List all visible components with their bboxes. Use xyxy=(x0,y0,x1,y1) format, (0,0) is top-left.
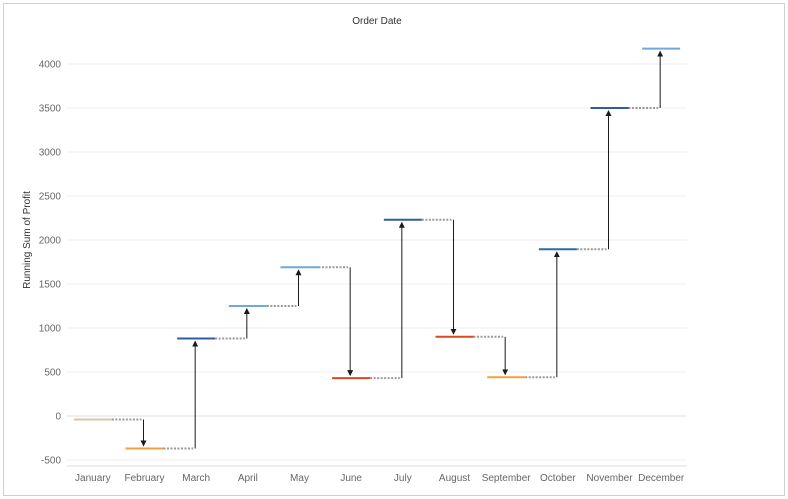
gridlines xyxy=(67,63,687,461)
running-sum-bars xyxy=(73,47,681,450)
x-tick-label: December xyxy=(638,473,685,484)
x-tick-label: November xyxy=(586,473,633,484)
y-tick-label: 3500 xyxy=(39,104,62,115)
x-tick-label: July xyxy=(394,473,412,484)
x-tick-label: January xyxy=(75,473,111,484)
x-tick-label: June xyxy=(340,473,362,484)
y-axis-ticks: -500 0 500 1000 1500 2000 2500 3000 3500 4000 xyxy=(39,60,62,467)
x-tick-label: March xyxy=(182,473,210,484)
x-tick-label: May xyxy=(290,473,309,484)
x-tick-label: August xyxy=(439,473,470,484)
y-tick-label: 4000 xyxy=(39,60,62,71)
y-tick-label: -500 xyxy=(41,456,61,467)
change-arrows xyxy=(140,50,664,449)
y-tick-label: 1000 xyxy=(39,324,62,335)
connectors xyxy=(111,107,659,450)
y-tick-label: 2000 xyxy=(39,236,62,247)
y-axis-label: Running Sum of Profit xyxy=(22,191,33,289)
x-axis-ticks: January February March April May June July Augu… xyxy=(75,473,685,484)
y-tick-label: 0 xyxy=(55,412,61,423)
chart-title: Order Date xyxy=(352,16,402,27)
x-tick-label: October xyxy=(540,473,576,484)
y-tick-label: 1500 xyxy=(39,280,62,291)
chart-frame xyxy=(3,3,785,496)
x-tick-label: February xyxy=(124,473,164,484)
y-tick-label: 500 xyxy=(44,368,61,379)
x-tick-label: April xyxy=(238,473,258,484)
y-tick-label: 3000 xyxy=(39,148,62,159)
x-tick-label: September xyxy=(482,473,532,484)
y-tick-label: 2500 xyxy=(39,192,62,203)
